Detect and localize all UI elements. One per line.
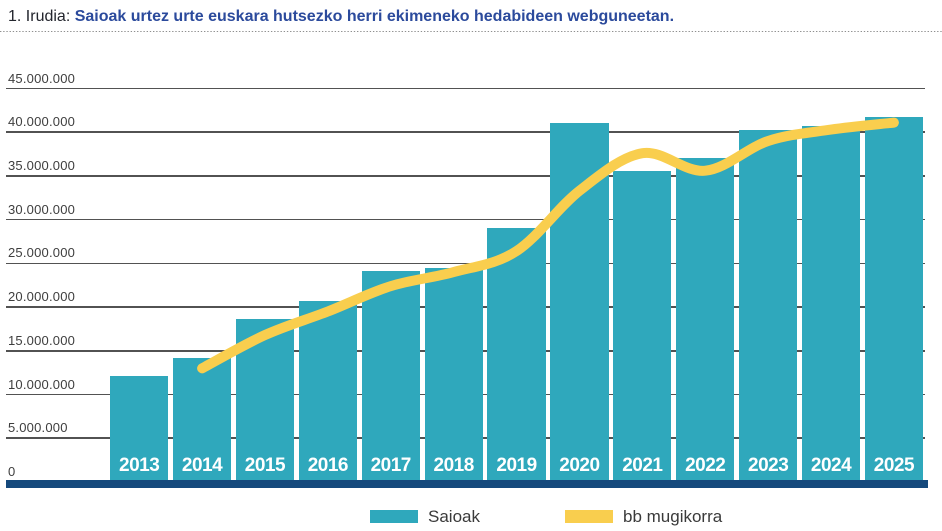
x-axis-year-label: 2020: [559, 454, 600, 476]
y-axis-tick-label: 5.000.000: [8, 420, 68, 436]
dotted-separator: [0, 31, 942, 33]
bar-2015: 2015: [235, 319, 295, 482]
x-axis-baseline: [6, 480, 928, 488]
x-axis-year-label: 2019: [496, 454, 537, 476]
bar-2014: 2014: [172, 357, 232, 482]
bar-2013: 2013: [110, 376, 169, 482]
x-axis-year-label: 2022: [685, 454, 726, 476]
y-axis-tick-label: 40.000.000: [8, 114, 76, 130]
x-axis-year-label: 2013: [119, 454, 160, 476]
x-axis-year-label: 2024: [810, 454, 852, 476]
legend-label-saioak: Saioak: [428, 507, 480, 526]
figure-caption: 1. Irudia: Saioak urtez urte euskara hut…: [8, 6, 674, 28]
legend-label-bb-mugikorra: bb mugikorra: [623, 507, 723, 526]
x-axis-year-label: 2018: [433, 454, 475, 476]
bar-2024: 2024: [801, 126, 861, 482]
bar-2018: 2018: [424, 267, 483, 482]
y-axis-tick-label: 35.000.000: [8, 157, 76, 173]
y-axis-tick-label: 0: [8, 464, 16, 479]
bar-2025: 2025: [864, 117, 924, 482]
y-axis-tick-label: 10.000.000: [8, 376, 76, 392]
bar-2016: 2016: [298, 300, 357, 482]
gridline: [6, 87, 925, 90]
x-axis-year-label: 2017: [370, 454, 412, 476]
x-axis-year-label: 2015: [244, 454, 286, 476]
x-axis-year-label: 2025: [873, 454, 915, 476]
legend-swatch-bb-mugikorra: [565, 510, 613, 523]
bar-2023: 2023: [739, 129, 798, 482]
bar-2020: 2020: [550, 123, 609, 482]
legend-swatch-saioak: [370, 510, 418, 523]
legend-item-bb-mugikorra: bb mugikorra: [565, 508, 722, 525]
y-axis-tick-label: 15.000.000: [8, 332, 76, 348]
figure-number-label: 1. Irudia:: [8, 8, 71, 25]
x-axis-year-label: 2016: [307, 454, 349, 476]
x-axis-year-label: 2021: [622, 454, 663, 476]
y-axis-tick-label: 30.000.000: [8, 201, 76, 217]
bar-2019: 2019: [487, 228, 546, 482]
x-axis-year-label: 2014: [181, 454, 223, 476]
bar-2022: 2022: [676, 157, 735, 482]
y-axis-tick-label: 25.000.000: [8, 245, 76, 261]
x-axis-year-label: 2023: [748, 454, 789, 476]
legend-item-saioak: Saioak: [370, 508, 480, 525]
y-axis-tick-label: 45.000.000: [8, 70, 76, 86]
bar-2017: 2017: [361, 271, 420, 482]
y-axis-tick-label: 20.000.000: [8, 289, 76, 305]
bar-2021: 2021: [613, 170, 672, 482]
figure-title: Saioak urtez urte euskara hutsezko herri…: [74, 8, 675, 25]
